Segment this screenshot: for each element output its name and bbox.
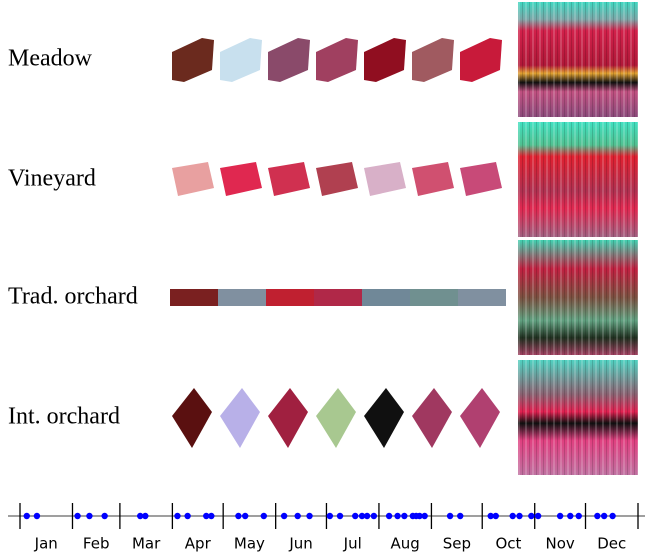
timeline: Jan Feb Mar Apr May Jun Jul Aug Sep Oct Nov Dec bbox=[8, 503, 645, 553]
observation-dot bbox=[34, 513, 40, 519]
observation-dot bbox=[516, 513, 522, 519]
month-label: Jul bbox=[343, 535, 362, 553]
observation-dot bbox=[609, 513, 615, 519]
month-label: Jun bbox=[288, 535, 312, 553]
thumbnail bbox=[460, 38, 502, 82]
observation-dot bbox=[86, 513, 92, 519]
thumbnail bbox=[314, 289, 362, 306]
thumbnail bbox=[218, 289, 266, 306]
observation-dot bbox=[337, 513, 343, 519]
thumbnail bbox=[412, 38, 454, 82]
observation-dot bbox=[457, 513, 463, 519]
month-label: Nov bbox=[545, 535, 574, 553]
month-label: Feb bbox=[83, 535, 110, 553]
thumbnail bbox=[268, 162, 310, 196]
observation-dot bbox=[261, 513, 267, 519]
observation-dot bbox=[371, 513, 377, 519]
observation-dot bbox=[24, 513, 30, 519]
thumbnail bbox=[460, 388, 500, 448]
observation-dot bbox=[447, 513, 453, 519]
observation-dot bbox=[421, 513, 427, 519]
panel-texture bbox=[518, 2, 638, 117]
row-label: Int. orchard bbox=[8, 404, 120, 430]
panel-texture bbox=[518, 240, 638, 355]
observation-dot bbox=[576, 513, 582, 519]
observation-dot bbox=[364, 513, 370, 519]
thumbnail bbox=[170, 289, 218, 306]
thumbnail bbox=[172, 388, 212, 448]
thumbnail bbox=[460, 162, 502, 196]
observation-dot bbox=[401, 513, 407, 519]
month-label: Aug bbox=[391, 535, 420, 553]
thumbnail bbox=[220, 162, 262, 196]
thumbnail bbox=[410, 289, 458, 306]
thumbnail bbox=[364, 38, 406, 82]
figure: MeadowVineyardTrad. orchardInt. orchard … bbox=[0, 0, 646, 560]
observation-dot bbox=[174, 513, 180, 519]
observation-dot bbox=[306, 513, 312, 519]
month-label: Mar bbox=[132, 535, 161, 553]
thumbnail bbox=[364, 388, 404, 448]
observation-dot bbox=[594, 513, 600, 519]
month-label: Jan bbox=[34, 535, 58, 553]
observation-dot bbox=[601, 513, 607, 519]
observation-dot bbox=[352, 513, 358, 519]
observation-dot bbox=[74, 513, 80, 519]
observation-dot bbox=[208, 513, 214, 519]
observation-dot bbox=[386, 513, 392, 519]
observation-dot bbox=[242, 513, 248, 519]
observation-dot bbox=[394, 513, 400, 519]
panel-texture bbox=[518, 360, 638, 475]
row-label: Trad. orchard bbox=[8, 284, 138, 310]
observation-dot bbox=[567, 513, 573, 519]
rows: Meadow Vineyard Trad. orchard Int. orchard bbox=[8, 2, 638, 475]
month-label: Sep bbox=[443, 535, 471, 553]
row-label: Meadow bbox=[8, 46, 93, 72]
thumbnail bbox=[316, 388, 356, 448]
observation-dot bbox=[294, 513, 300, 519]
thumbnail bbox=[316, 38, 358, 82]
thumbnail bbox=[268, 38, 310, 82]
month-label: Dec bbox=[597, 535, 626, 553]
observation-dot bbox=[101, 513, 107, 519]
month-label: Apr bbox=[185, 535, 212, 553]
thumbnail bbox=[412, 388, 452, 448]
thumbnail bbox=[268, 388, 308, 448]
row-label: Vineyard bbox=[8, 166, 96, 192]
panel-texture bbox=[518, 122, 638, 237]
observation-dot bbox=[493, 513, 499, 519]
thumbnail bbox=[172, 38, 214, 82]
thumbnail bbox=[316, 162, 358, 196]
thumbnail bbox=[266, 289, 314, 306]
thumbnail bbox=[458, 289, 506, 306]
thumbnail bbox=[220, 38, 262, 82]
observation-dot bbox=[535, 513, 541, 519]
observation-dot bbox=[184, 513, 190, 519]
thumbnail bbox=[220, 388, 260, 448]
observation-dot bbox=[235, 513, 241, 519]
thumbnail bbox=[362, 289, 410, 306]
observation-dot bbox=[281, 513, 287, 519]
observation-dot bbox=[557, 513, 563, 519]
thumbnail bbox=[172, 162, 214, 196]
thumbnail bbox=[412, 162, 454, 196]
month-label: May bbox=[234, 535, 265, 553]
month-label: Oct bbox=[496, 535, 522, 553]
observation-dot bbox=[528, 513, 534, 519]
observation-dot bbox=[327, 513, 333, 519]
thumbnail bbox=[364, 162, 406, 196]
observation-dot bbox=[142, 513, 148, 519]
observation-dot bbox=[510, 513, 516, 519]
